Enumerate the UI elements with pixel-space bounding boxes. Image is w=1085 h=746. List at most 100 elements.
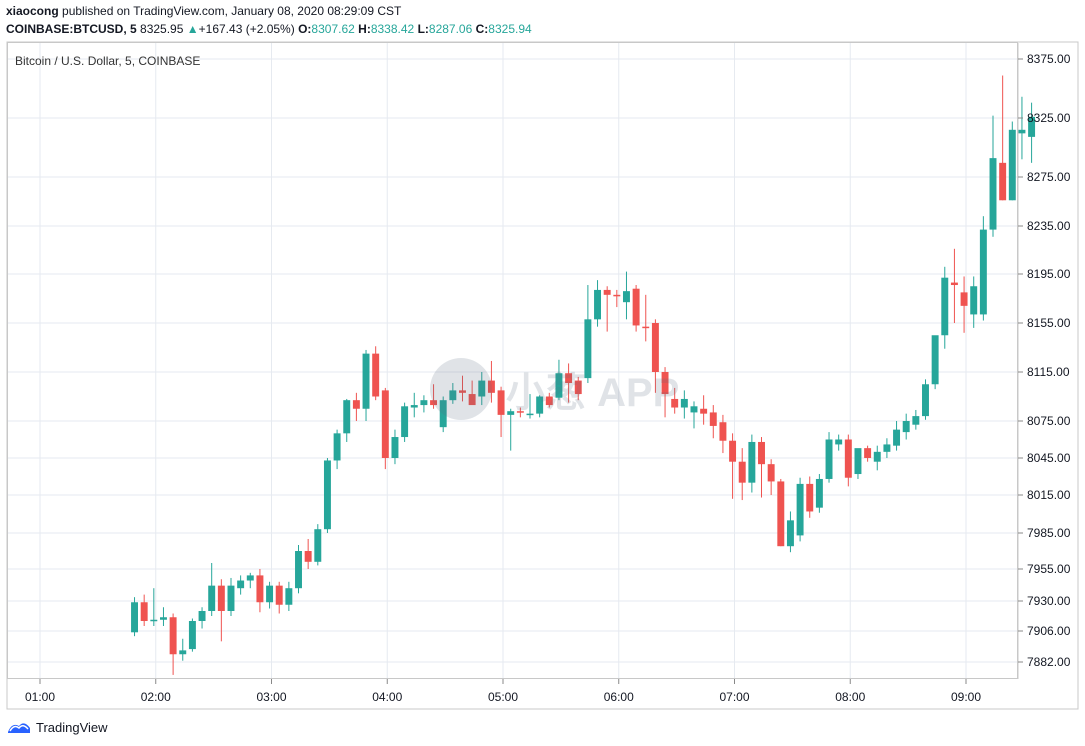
candle-body — [391, 437, 399, 458]
candle-body — [227, 585, 235, 611]
candle-body — [738, 461, 746, 483]
candle-body — [950, 282, 958, 286]
candle-body — [487, 380, 495, 393]
candle-body — [565, 373, 573, 384]
candle-body — [536, 396, 544, 414]
time-tick-label: 02:00 — [141, 690, 171, 704]
candle-body — [410, 405, 418, 408]
candle-body — [188, 621, 196, 650]
price-tick-label: 7882.00 — [1027, 655, 1071, 669]
candle-body — [922, 384, 929, 417]
candle-body — [748, 441, 756, 483]
candle-body — [256, 575, 264, 603]
candle-body — [700, 408, 708, 414]
candle-body — [941, 277, 949, 336]
candle-body — [835, 439, 843, 445]
candle-body — [902, 421, 910, 433]
candle-body — [420, 400, 428, 406]
publish-line: xiaocong published on TradingView.com, J… — [6, 4, 401, 18]
candle-body — [217, 585, 225, 611]
candle-body — [796, 483, 804, 536]
candle-body — [777, 481, 785, 547]
high-label: H: — [358, 22, 371, 36]
candle-body — [1018, 129, 1026, 134]
time-tick-label: 01:00 — [25, 690, 55, 704]
candle-body — [603, 289, 611, 295]
time-tick-label: 07:00 — [719, 690, 749, 704]
candle-body — [449, 390, 457, 401]
last-price: 8325.95 — [140, 22, 184, 36]
low-label: L: — [417, 22, 429, 36]
candle-body — [931, 335, 939, 385]
price-tick-label: 8195.00 — [1027, 267, 1071, 281]
candle-body — [584, 319, 592, 379]
candle-body — [401, 406, 409, 438]
candle-body — [651, 323, 659, 372]
tradingview-footer[interactable]: TradingView — [6, 718, 108, 736]
candle-body — [815, 478, 823, 508]
publisher-name[interactable]: xiaocong — [6, 4, 59, 18]
time-tick-label: 09:00 — [951, 690, 981, 704]
high-value: 8338.42 — [370, 22, 415, 36]
candle-body — [989, 158, 997, 230]
candle-body — [198, 611, 206, 621]
ohlc-line: COINBASE:BTCUSD, 5 8325.95 ▲+167.43 (+2.… — [6, 22, 532, 36]
candle-body — [275, 585, 283, 605]
price-tick-label: 8375.00 — [1027, 52, 1071, 66]
chart-legend-title: Bitcoin / U.S. Dollar, 5, COINBASE — [15, 54, 201, 68]
candle-body — [671, 398, 679, 408]
candle-body — [246, 575, 254, 581]
candle-body — [729, 440, 737, 462]
time-tick-label: 04:00 — [372, 690, 402, 704]
candle-body — [169, 617, 177, 655]
tradingview-brand: TradingView — [36, 719, 108, 735]
candle-body — [594, 289, 602, 320]
up-arrow-icon: ▲ — [186, 22, 199, 36]
candle-body — [150, 619, 158, 622]
candle-body — [806, 483, 814, 512]
candle-body — [208, 585, 216, 611]
candle-body — [304, 551, 312, 562]
open-value: 8307.62 — [311, 22, 355, 36]
candle-body — [690, 406, 698, 413]
candle-body — [295, 551, 302, 589]
candle-body — [555, 373, 563, 398]
time-tick-label: 05:00 — [488, 690, 518, 704]
candle-body — [709, 412, 717, 426]
candle-body — [372, 353, 380, 397]
price-tick-label: 7985.00 — [1027, 526, 1071, 540]
candle-body — [1028, 116, 1036, 137]
candle-body — [893, 429, 901, 446]
candle-body — [159, 617, 167, 620]
chart-frame — [7, 42, 1018, 679]
price-tick-label: 8015.00 — [1027, 488, 1071, 502]
candle-body — [999, 162, 1007, 201]
candle-body — [979, 229, 987, 315]
symbol-label: COINBASE:BTCUSD, 5 — [6, 22, 137, 36]
price-tick-label: 8155.00 — [1027, 316, 1071, 330]
candle-body — [459, 390, 466, 393]
candle-body — [468, 394, 476, 406]
candle-body — [381, 390, 389, 458]
candle-body — [362, 353, 370, 409]
candle-body — [912, 416, 920, 425]
price-tick-label: 8275.00 — [1027, 170, 1071, 184]
candle-body — [237, 580, 245, 589]
candle-body — [661, 372, 669, 395]
candle-body — [854, 448, 862, 475]
candle-body — [526, 413, 534, 416]
time-tick-label: 06:00 — [604, 690, 634, 704]
candle-body — [140, 602, 148, 621]
tradingview-logo-icon — [8, 723, 30, 733]
close-value: 8325.94 — [488, 22, 532, 36]
candle-body — [131, 602, 139, 633]
candle-body — [333, 433, 341, 461]
published-text: published on TradingView.com, January 08… — [62, 4, 402, 18]
candle-body — [507, 411, 515, 415]
candle-body — [478, 380, 486, 397]
candle-body — [266, 585, 274, 603]
candle-body — [883, 444, 891, 452]
candle-body — [574, 380, 582, 395]
candle-body — [622, 291, 630, 303]
